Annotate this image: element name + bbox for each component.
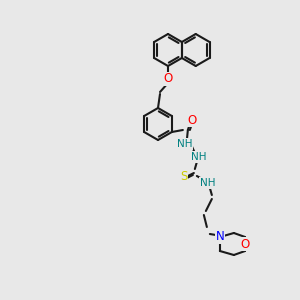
- Text: O: O: [240, 238, 250, 250]
- Text: NH: NH: [200, 178, 216, 188]
- Text: N: N: [215, 230, 224, 244]
- Text: O: O: [187, 113, 196, 127]
- Text: NH: NH: [191, 152, 207, 162]
- Text: NH: NH: [177, 139, 193, 149]
- Text: S: S: [180, 170, 188, 184]
- Text: O: O: [164, 73, 172, 85]
